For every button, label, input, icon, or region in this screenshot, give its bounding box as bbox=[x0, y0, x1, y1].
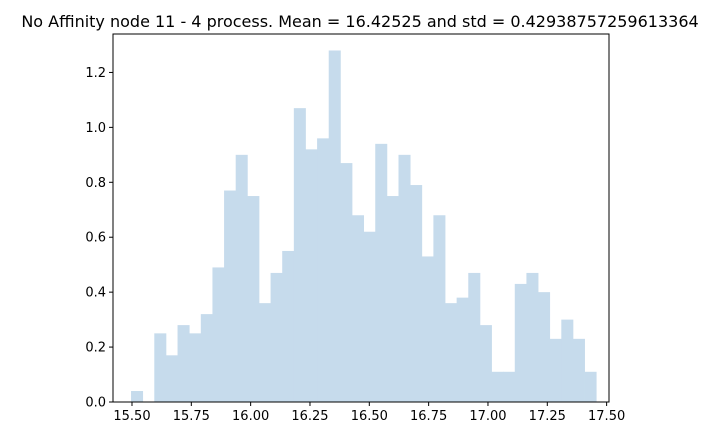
histogram-bar bbox=[351, 215, 365, 402]
histogram-bar bbox=[131, 391, 144, 402]
x-tick-label: 16.25 bbox=[291, 409, 328, 424]
chart-title: No Affinity node 11 - 4 process. Mean = … bbox=[21, 12, 698, 31]
histogram-bar bbox=[503, 371, 516, 402]
histogram-bar bbox=[386, 196, 399, 402]
histogram-bar bbox=[270, 272, 283, 402]
histogram-bar bbox=[282, 250, 295, 402]
x-tick-label: 15.75 bbox=[173, 409, 210, 424]
histogram-bar bbox=[468, 272, 481, 402]
histogram-bar bbox=[572, 338, 585, 402]
y-tick-label: 0.0 bbox=[85, 396, 106, 411]
y-tick-label: 0.4 bbox=[85, 286, 106, 301]
histogram-bar bbox=[549, 338, 562, 402]
histogram-bar bbox=[328, 50, 341, 403]
histogram-bar bbox=[561, 319, 574, 402]
histogram-bar bbox=[189, 333, 202, 402]
histogram-bar bbox=[514, 283, 527, 402]
histogram-bar bbox=[491, 371, 504, 402]
histogram-bar bbox=[445, 303, 458, 402]
histogram-bar bbox=[154, 333, 167, 402]
histogram-bar bbox=[410, 185, 423, 402]
histogram-bar bbox=[235, 154, 248, 402]
histogram-bar bbox=[212, 267, 225, 402]
histogram-bar bbox=[526, 272, 539, 402]
x-axis: 15.50 15.75 16.00 16.25 16.50 16.75 17.00 17.25… bbox=[113, 402, 625, 424]
histogram-bar bbox=[375, 143, 388, 402]
x-tick-label: 17.25 bbox=[529, 409, 566, 424]
histogram-bar bbox=[433, 215, 446, 402]
histogram-bar bbox=[165, 355, 178, 402]
histogram-bar bbox=[200, 314, 213, 402]
x-tick-label: 17.00 bbox=[469, 409, 506, 424]
plot-frame bbox=[112, 33, 610, 403]
histogram-bar bbox=[305, 149, 318, 402]
x-tick-label: 16.00 bbox=[232, 409, 269, 424]
histogram-bar bbox=[584, 371, 597, 402]
y-tick-label: 0.8 bbox=[85, 176, 106, 191]
histogram-bar bbox=[479, 325, 492, 402]
histogram-bar bbox=[363, 231, 376, 402]
histogram-bar bbox=[538, 292, 551, 402]
histogram-bar bbox=[340, 163, 353, 402]
y-tick-label: 1.2 bbox=[85, 66, 106, 81]
histogram-bar bbox=[398, 154, 411, 402]
x-tick-label: 15.50 bbox=[113, 409, 150, 424]
x-tick-label: 17.50 bbox=[588, 409, 625, 424]
histogram-bar bbox=[224, 190, 237, 402]
histogram-bar bbox=[247, 196, 260, 402]
histogram-bar bbox=[456, 297, 469, 402]
x-tick-label: 16.50 bbox=[351, 409, 388, 424]
y-tick-label: 1.0 bbox=[85, 121, 106, 136]
histogram-bar bbox=[177, 325, 190, 402]
histogram-bar bbox=[293, 108, 306, 402]
bars-group bbox=[131, 50, 597, 403]
y-tick-label: 0.2 bbox=[85, 341, 106, 356]
histogram-bar bbox=[258, 303, 271, 402]
y-axis: 0.0 0.2 0.4 0.6 0.8 1.0 1.2 bbox=[85, 66, 113, 411]
y-tick-label: 0.6 bbox=[85, 231, 106, 246]
x-tick-label: 16.75 bbox=[410, 409, 447, 424]
histogram-bar bbox=[421, 256, 434, 402]
histogram-bar bbox=[317, 138, 330, 402]
